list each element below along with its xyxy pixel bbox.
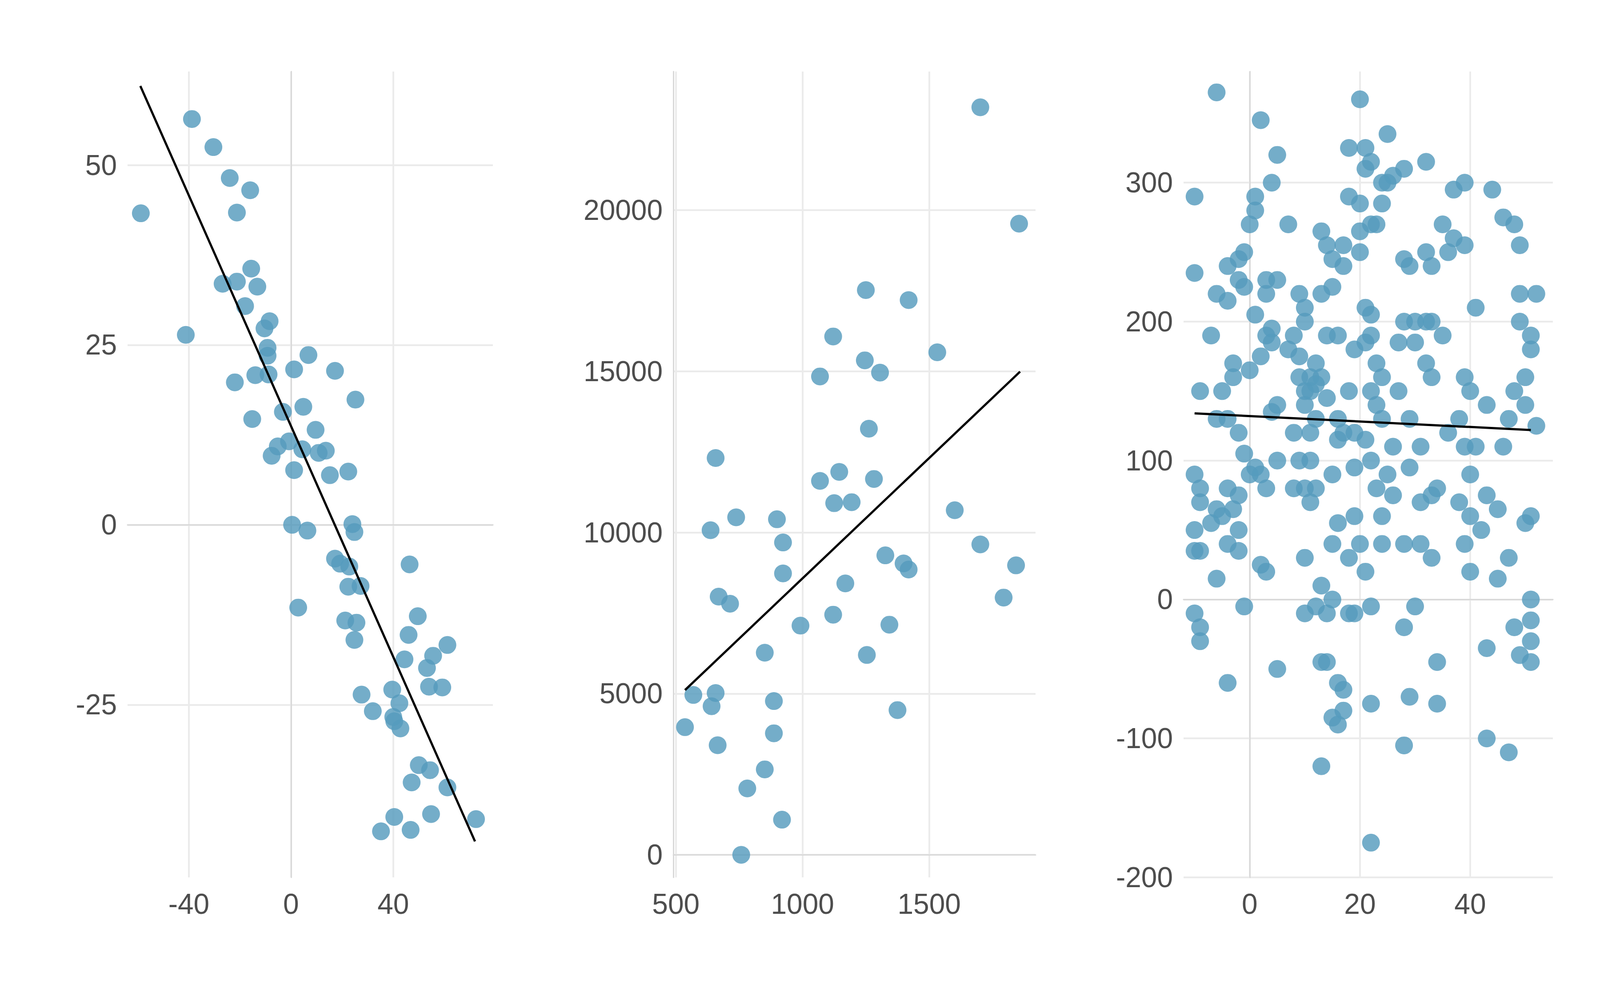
svg-text:-200: -200 (1116, 861, 1173, 894)
svg-text:1500: 1500 (897, 888, 961, 921)
svg-text:-100: -100 (1116, 722, 1173, 755)
svg-text:1000: 1000 (770, 888, 834, 921)
svg-text:20000: 20000 (583, 194, 663, 227)
svg-text:40: 40 (377, 888, 409, 921)
svg-text:50: 50 (85, 149, 117, 182)
svg-text:40: 40 (1454, 888, 1486, 921)
svg-text:200: 200 (1125, 305, 1173, 338)
svg-text:10000: 10000 (583, 516, 663, 549)
svg-text:15000: 15000 (583, 355, 663, 388)
svg-text:0: 0 (1156, 583, 1173, 616)
svg-text:25: 25 (85, 328, 117, 361)
svg-text:300: 300 (1125, 166, 1173, 199)
svg-text:0: 0 (1241, 888, 1258, 921)
svg-text:-25: -25 (76, 688, 118, 721)
svg-text:5000: 5000 (599, 677, 663, 710)
svg-text:0: 0 (100, 508, 117, 541)
svg-text:500: 500 (652, 888, 700, 921)
svg-text:0: 0 (283, 888, 300, 921)
svg-text:100: 100 (1125, 444, 1173, 477)
svg-text:20: 20 (1344, 888, 1376, 921)
svg-text:-40: -40 (168, 888, 210, 921)
svg-text:0: 0 (646, 839, 663, 872)
